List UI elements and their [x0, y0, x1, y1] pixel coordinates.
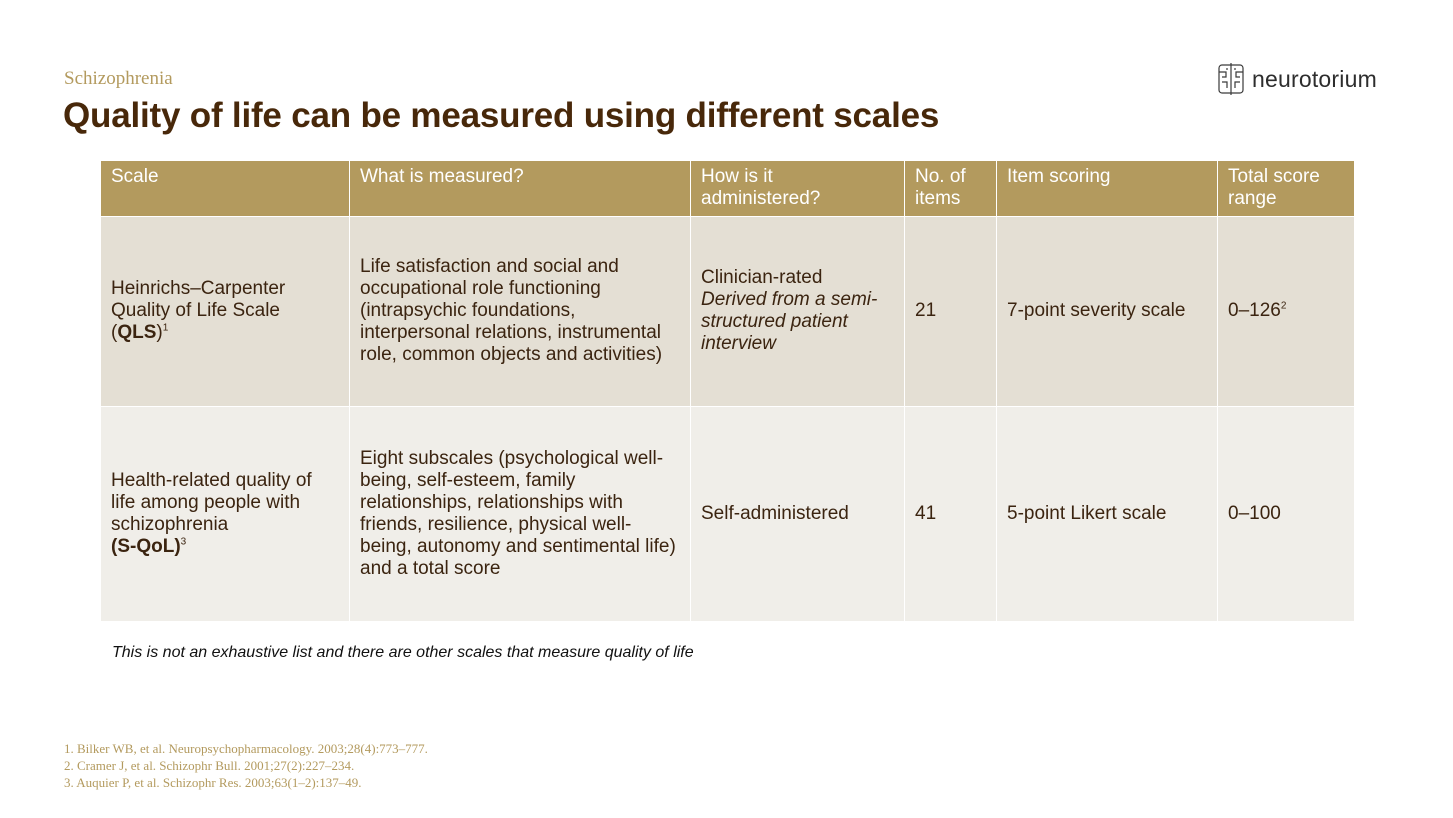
cell-scoring: 5-point Likert scale [996, 406, 1218, 622]
table-header-row: Scale What is measured? How is it admini… [100, 160, 1355, 217]
references: 1. Bilker WB, et al. Neuropsychopharmaco… [64, 740, 428, 791]
scale-abbreviation: (S-QoL) [111, 535, 181, 557]
header-how-administered: How is it administered? [690, 160, 905, 217]
cell-administered: Clinician-rated Derived from a semi-stru… [690, 216, 905, 407]
administered-note: Derived from a semi-structured patient i… [701, 289, 878, 354]
cell-items: 21 [904, 216, 997, 407]
header-item-scoring: Item scoring [996, 160, 1218, 217]
cell-range: 0–1262 [1217, 216, 1355, 407]
disclaimer-note: This is not an exhaustive list and there… [112, 644, 694, 661]
cell-scale: Heinrichs–Carpenter Quality of Life Scal… [100, 216, 350, 407]
reference-item: 1. Bilker WB, et al. Neuropsychopharmaco… [64, 741, 428, 756]
logo-text: neurotorium [1252, 65, 1377, 92]
cell-measured: Eight subscales (psychological well-bein… [349, 406, 691, 622]
cell-scale: Health-related quality of life among peo… [100, 406, 350, 622]
section-kicker: Schizophrenia [64, 68, 173, 89]
reference-marker: 3 [180, 536, 187, 548]
cell-scoring: 7-point severity scale [996, 216, 1218, 407]
page-title: Quality of life can be measured using di… [63, 96, 940, 135]
table-row: Health-related quality of life among peo… [100, 406, 1355, 622]
header-total-score-range: Total score range [1217, 160, 1355, 217]
table-row: Heinrichs–Carpenter Quality of Life Scal… [100, 216, 1355, 407]
scales-table: Scale What is measured? How is it admini… [100, 160, 1355, 622]
reference-item: 3. Auquier P, et al. Schizophr Res. 2003… [64, 775, 362, 790]
header-scale: Scale [100, 160, 350, 217]
brain-maze-icon [1218, 63, 1244, 95]
cell-administered: Self-administered [690, 406, 905, 622]
logo: neurotorium [1216, 62, 1377, 96]
reference-marker: 1 [162, 322, 169, 334]
header-what-measured: What is measured? [349, 160, 691, 217]
reference-marker: 2 [1280, 300, 1287, 312]
reference-item: 2. Cramer J, et al. Schizophr Bull. 2001… [64, 758, 355, 773]
cell-items: 41 [904, 406, 997, 622]
header-no-of-items: No. of items [904, 160, 997, 217]
scale-abbreviation: QLS [117, 322, 157, 343]
cell-measured: Life satisfaction and social and occupat… [349, 216, 691, 407]
cell-range: 0–100 [1217, 406, 1355, 622]
